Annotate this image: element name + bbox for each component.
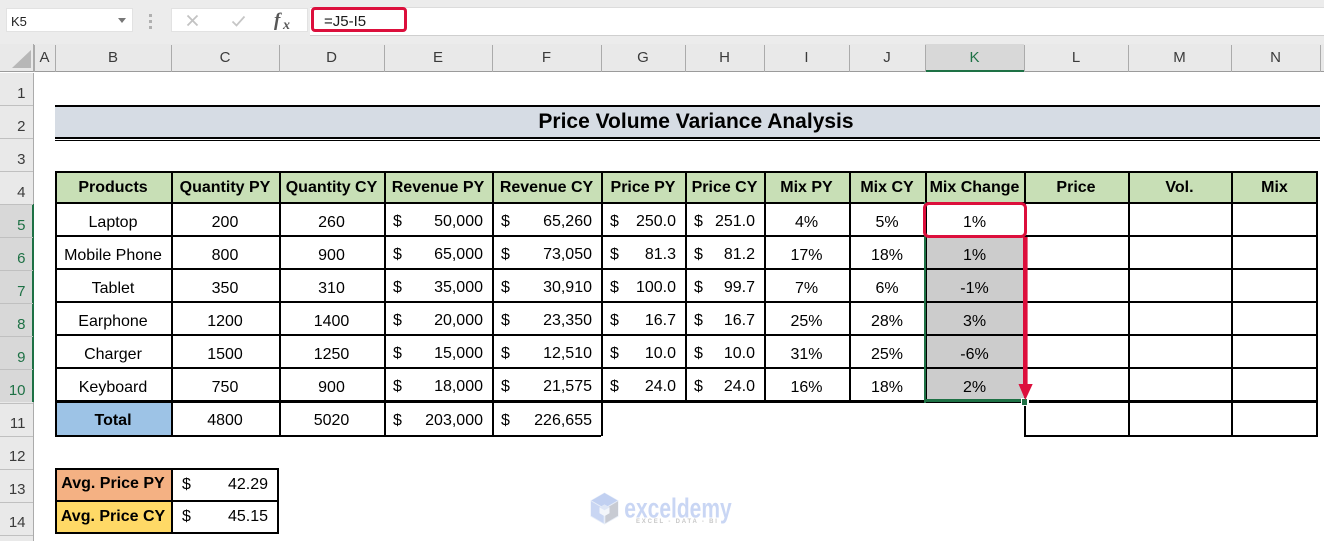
svg-text:exceldemy: exceldemy	[624, 494, 732, 524]
svg-text:f: f	[274, 10, 282, 31]
svg-text:x: x	[282, 18, 290, 33]
svg-text:EXCEL - DATA - BI: EXCEL - DATA - BI	[636, 519, 719, 525]
